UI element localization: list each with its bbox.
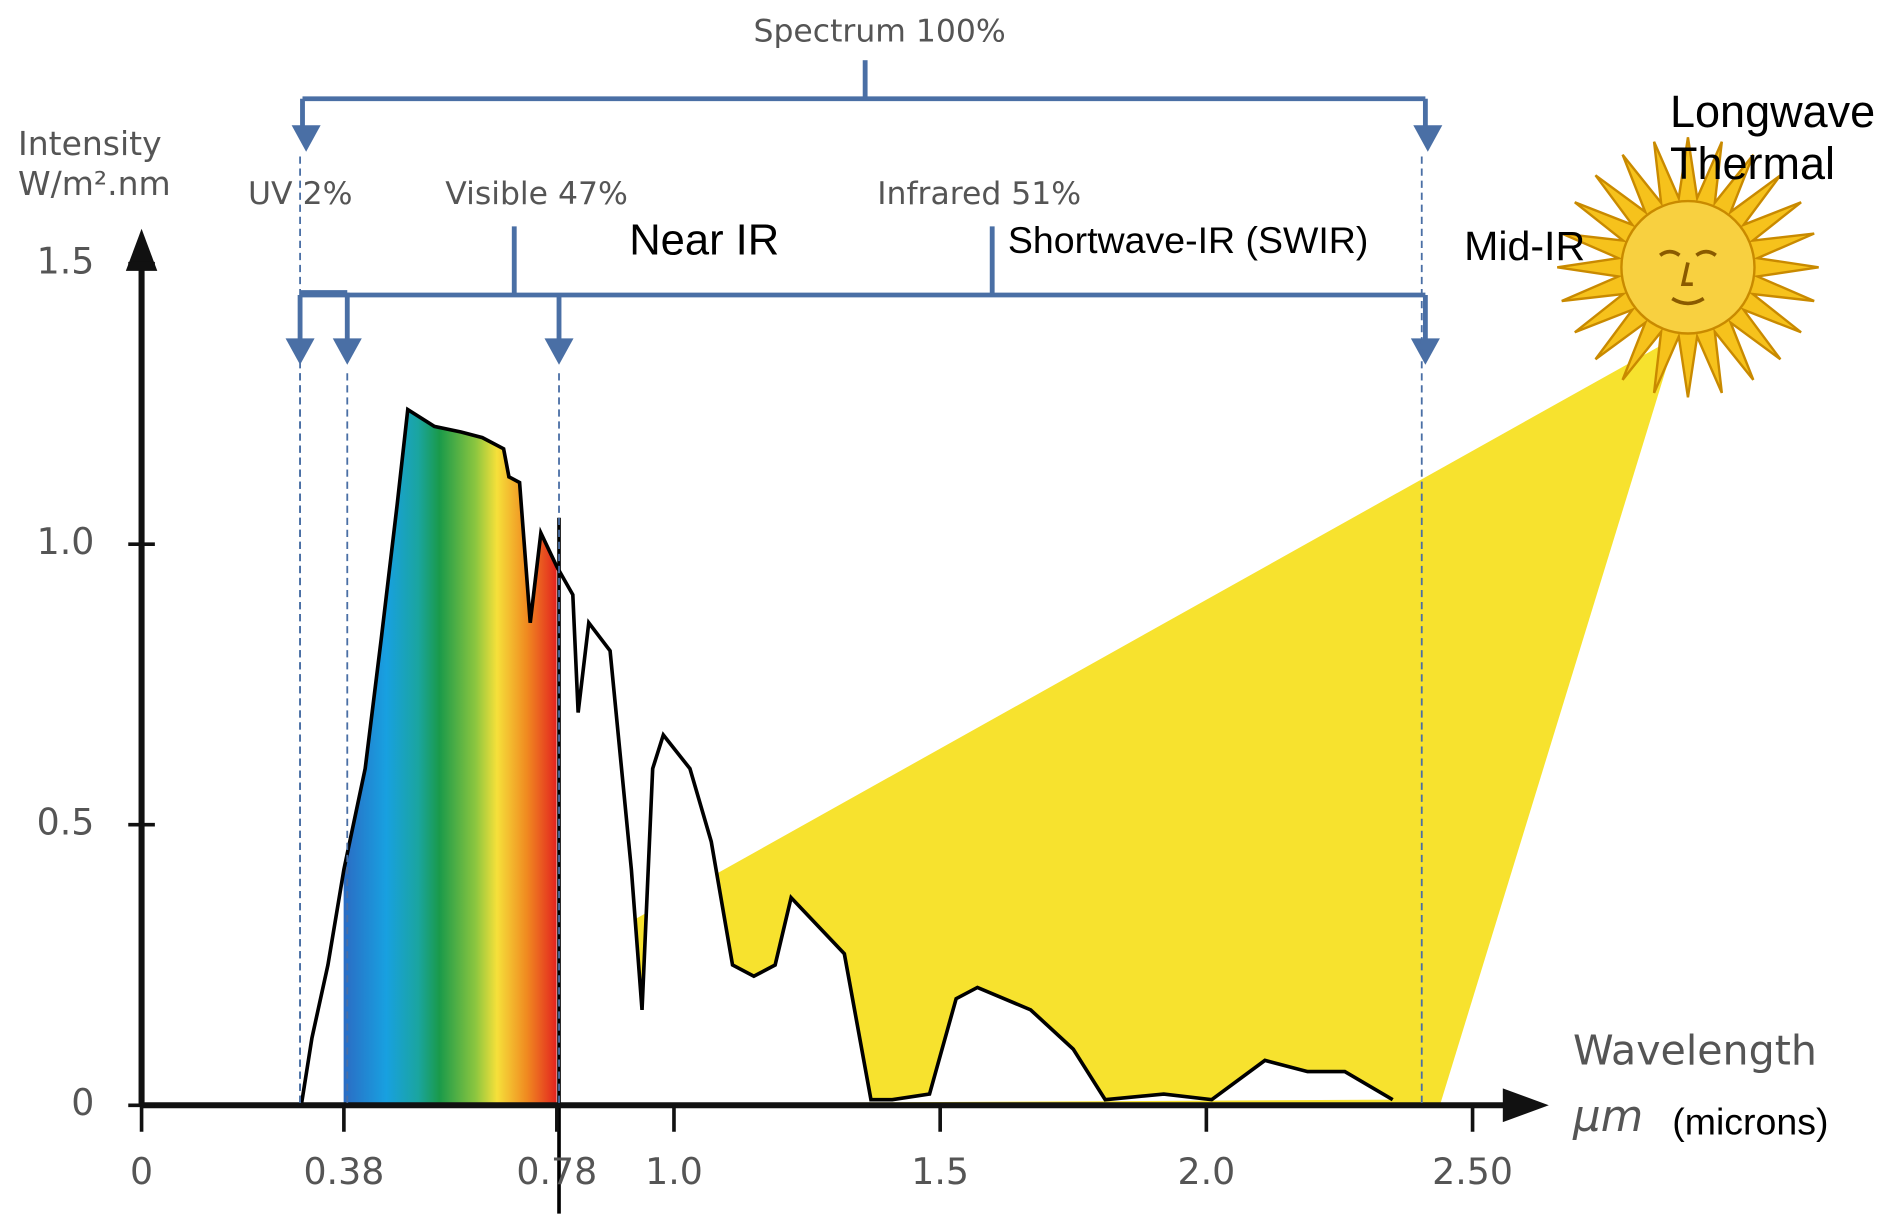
x-tick-label: 0.38 bbox=[303, 1150, 384, 1193]
y-axis-label: Intensity W/m².nm bbox=[18, 124, 171, 203]
annotation: Shortwave-IR (SWIR) bbox=[1008, 219, 1368, 261]
x-tick-label: 2.0 bbox=[1178, 1150, 1236, 1193]
sun-features bbox=[1659, 249, 1717, 306]
annotation: UV 2% bbox=[248, 176, 352, 212]
plot: 0 0.5 1.0 1.5 0 0.38 0.78 1.0 1.5 2.0 2.50 Spectrum… bbox=[37, 14, 1828, 1214]
x-axis-unit: μm bbox=[1572, 1092, 1643, 1142]
arrow bbox=[332, 338, 362, 365]
annotation: Mid-IR bbox=[1464, 223, 1585, 269]
arrow bbox=[1410, 338, 1440, 365]
x-tick-label: 0 bbox=[130, 1150, 153, 1193]
x-axis-unit-note: (microns) bbox=[1672, 1100, 1828, 1142]
x-tick-label: 0.78 bbox=[516, 1150, 597, 1193]
annotation: Visible 47% bbox=[445, 176, 628, 212]
y-tick-label: 0.5 bbox=[37, 801, 95, 844]
x-axis-label: Wavelength bbox=[1573, 1027, 1817, 1075]
annotation: Longwave Thermal bbox=[1670, 86, 1876, 189]
x-tick-label: 1.0 bbox=[645, 1150, 703, 1193]
y-tick-label: 1.5 bbox=[37, 240, 95, 283]
y-tick-label: 1.0 bbox=[37, 520, 95, 563]
spectrum-line bbox=[299, 406, 1394, 1106]
arrow bbox=[544, 338, 574, 365]
annotation: Infrared 51% bbox=[877, 176, 1081, 212]
y-arrow bbox=[125, 228, 158, 271]
area-fill bbox=[301, 409, 1393, 1106]
x-tick-label: 2.50 bbox=[1432, 1150, 1513, 1193]
annotation: Near IR bbox=[629, 217, 779, 265]
x-tick-label: 1.5 bbox=[911, 1150, 969, 1193]
arrow bbox=[291, 125, 321, 152]
y-tick-label: 0 bbox=[71, 1081, 94, 1124]
arrow bbox=[1413, 125, 1443, 152]
x-arrow bbox=[1502, 1088, 1549, 1123]
annotation: Spectrum 100% bbox=[753, 14, 1005, 50]
